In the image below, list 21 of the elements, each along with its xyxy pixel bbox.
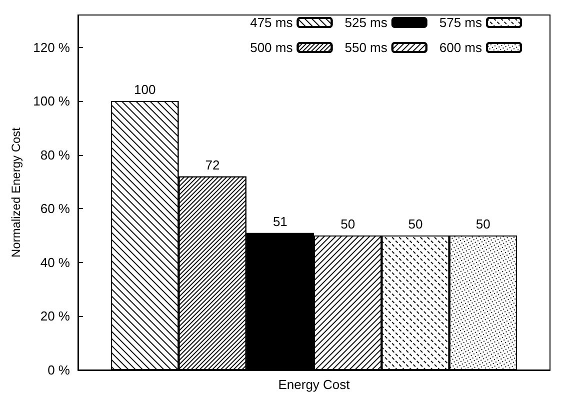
y-tick-label: 60 % [40,201,70,216]
legend-label: 500 ms [250,40,294,55]
x-tick-label: Energy Cost [278,377,350,392]
legend-label: 525 ms [344,15,388,30]
legend-label: 475 ms [250,15,294,30]
y-tick-label: 120 % [33,40,70,55]
y-tick-label: 100 % [33,94,70,109]
data-label: 50 [340,216,356,232]
y-axis-title: Normalized Energy Cost [9,126,24,258]
legend-label: 550 ms [344,40,388,55]
data-label: 50 [476,216,490,232]
data-label: 100 [134,82,156,98]
y-tick-label: 0 % [48,362,70,378]
data-label: 72 [205,157,220,172]
y-tick-label: 40 % [40,254,70,270]
data-label: 50 [408,216,423,232]
y-tick-label: 20 % [40,308,70,324]
legend-label: 600 ms [439,40,482,55]
data-label: 51 [272,214,288,229]
legend-label: 575 ms [439,15,482,30]
y-tick-label: 80 % [40,147,70,162]
